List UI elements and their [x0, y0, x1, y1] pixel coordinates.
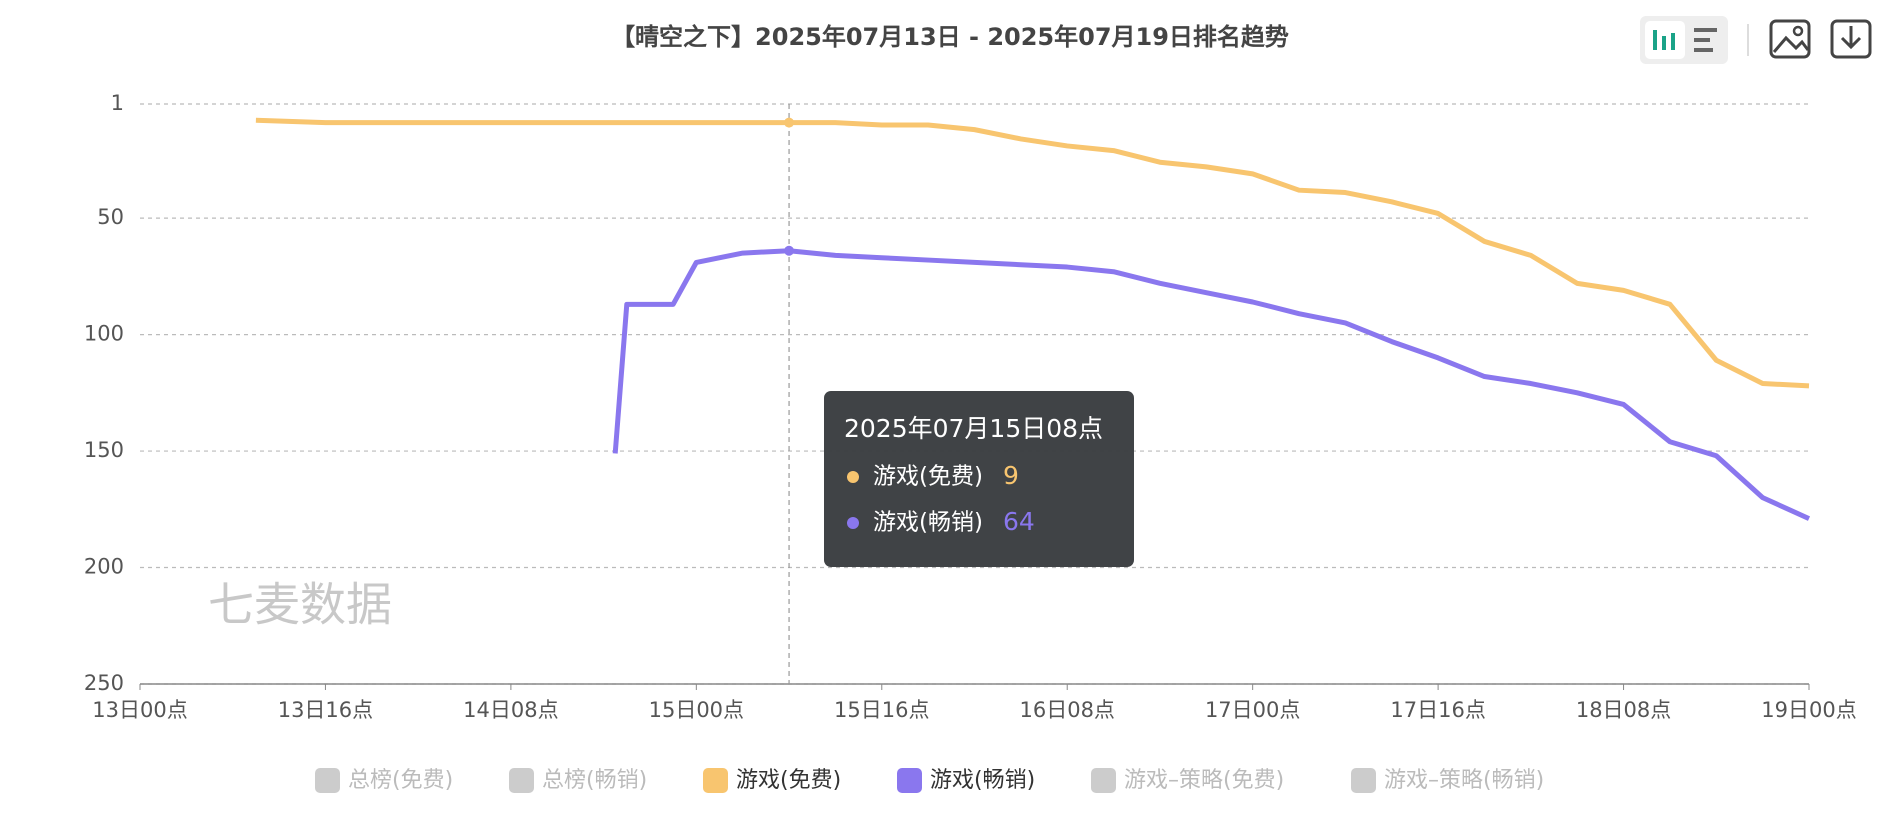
x-tick-label: 18日08点: [1576, 698, 1671, 722]
tooltip-value: 64: [1003, 507, 1035, 536]
hover-point: [784, 117, 795, 128]
watermark: 七麦数据: [208, 578, 392, 632]
x-tick-label: 16日08点: [1019, 698, 1114, 722]
legend-label: 总榜(畅销): [542, 768, 647, 793]
legend-swatch: [1091, 768, 1116, 793]
download-button[interactable]: [1830, 19, 1872, 59]
x-tick-label: 13日00点: [92, 698, 187, 722]
legend-swatch: [1351, 768, 1376, 793]
legend-label: 游戏(畅销): [930, 768, 1035, 793]
x-tick-label: 15日16点: [834, 698, 929, 722]
legend-label: 游戏–策略(畅销): [1384, 768, 1544, 793]
tooltip-name: 游戏(畅销): [873, 510, 983, 536]
legend-item[interactable]: 游戏–策略(免费): [1091, 768, 1284, 793]
legend-label: 游戏(免费): [736, 768, 841, 793]
legend-swatch: [315, 768, 340, 793]
x-tick-label: 15日00点: [649, 698, 744, 722]
legend-item[interactable]: 总榜(畅销): [509, 768, 647, 793]
chart-title: 【晴空之下】2025年07月13日 - 2025年07月19日排名趋势: [611, 23, 1289, 51]
y-tick-label: 50: [97, 205, 124, 229]
legend-item[interactable]: 总榜(免费): [315, 768, 453, 793]
legend-label: 游戏–策略(免费): [1124, 768, 1284, 793]
legend-label: 总榜(免费): [348, 768, 453, 793]
tooltip-box: [824, 391, 1134, 567]
x-tick-label: 17日00点: [1205, 698, 1300, 722]
y-tick-label: 100: [84, 322, 124, 346]
save-image-button[interactable]: [1769, 19, 1811, 59]
toolbar[interactable]: [1640, 16, 1872, 64]
x-tick-label: 13日16点: [278, 698, 373, 722]
series-line: [255, 117, 1810, 389]
legend-item[interactable]: 游戏(畅销): [897, 768, 1035, 793]
y-tick-label: 200: [84, 555, 124, 579]
legend-swatch: [509, 768, 534, 793]
x-tick-label: 17日16点: [1390, 698, 1485, 722]
tooltip-dot: [847, 471, 859, 483]
legend-item[interactable]: 游戏–策略(畅销): [1351, 768, 1544, 793]
tooltip-value: 9: [1003, 461, 1019, 490]
x-tick-label: 19日00点: [1761, 698, 1856, 722]
tooltip-name: 游戏(免费): [873, 464, 983, 490]
series-line: [612, 248, 1811, 521]
x-tick-label: 14日08点: [463, 698, 558, 722]
tooltip-dot: [847, 517, 859, 529]
tooltip-title: 2025年07月15日08点: [844, 414, 1103, 443]
legend-swatch: [703, 768, 728, 793]
icon: [1772, 35, 1810, 53]
icon: [1792, 25, 1804, 37]
legend-item[interactable]: 游戏(免费): [703, 768, 841, 793]
y-tick-label: 150: [84, 438, 124, 462]
y-tick-label: 1: [111, 91, 124, 115]
y-tick-label: 250: [84, 671, 124, 695]
legend-swatch: [897, 768, 922, 793]
hover-point: [784, 245, 795, 256]
